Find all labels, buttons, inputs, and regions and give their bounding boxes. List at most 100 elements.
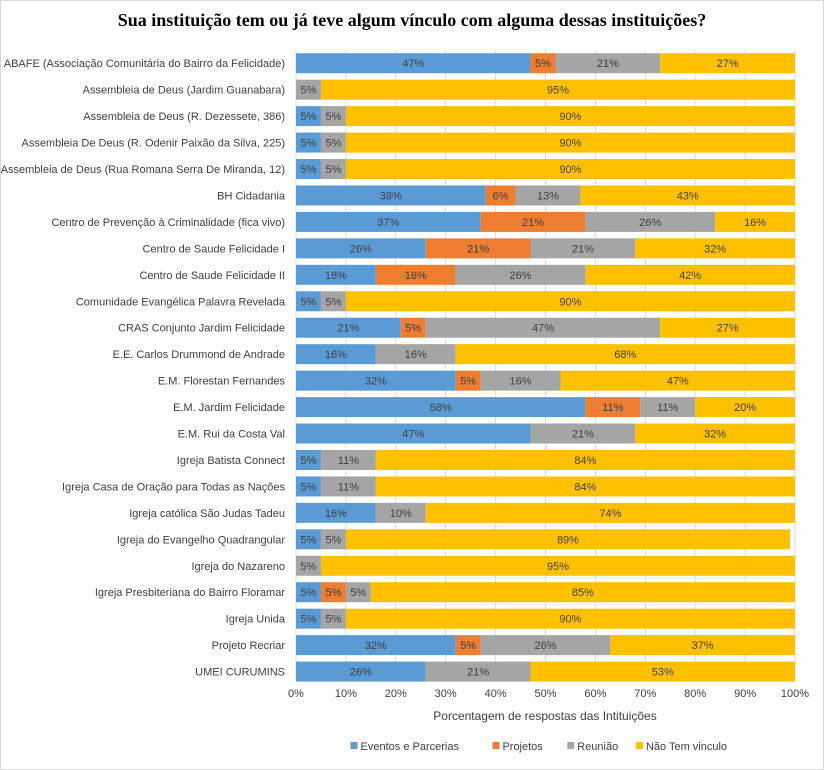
data-label: 47% (532, 323, 554, 335)
bar-segment (320, 608, 346, 629)
bar-segment (296, 291, 321, 312)
data-label: 26% (534, 640, 556, 652)
data-label: 16% (325, 508, 347, 520)
data-label: 47% (402, 58, 424, 70)
bar-segment (635, 423, 795, 444)
category-label: E.M. Jardim Felicidade (173, 402, 285, 414)
bar-segment (296, 476, 321, 497)
data-label: 5% (301, 561, 317, 573)
bar-segment (515, 185, 581, 206)
bar-segment (296, 635, 456, 656)
data-label: 5% (325, 534, 341, 546)
data-label: 32% (365, 376, 387, 388)
bar-segment (296, 211, 481, 232)
category-label: E.E. Carlos Drummond de Andrade (113, 349, 285, 361)
data-label: 90% (559, 296, 581, 308)
bar-segment (345, 291, 795, 312)
legend-swatch (492, 742, 500, 749)
bar-segment (296, 344, 376, 365)
bar-segment (480, 370, 561, 391)
bar-segment (296, 582, 321, 603)
legend-swatch (635, 742, 643, 749)
category-label: Comunidade Evangélica Palavra Revelada (76, 296, 286, 308)
bar-segment (296, 370, 456, 391)
data-label: 89% (557, 534, 579, 546)
data-label: 37% (692, 640, 714, 652)
category-label: Centro de Saude Felicidade I (143, 243, 285, 255)
data-label: 58% (430, 402, 452, 414)
x-tick-label: 100% (781, 688, 809, 700)
data-label: 68% (614, 349, 636, 361)
data-label: 6% (493, 190, 509, 202)
data-label: 32% (365, 640, 387, 652)
bar-segment (320, 582, 346, 603)
x-tick-label: 40% (485, 688, 507, 700)
data-label: 53% (652, 667, 674, 679)
category-label: Assembleia de Deus (R. Dezessete, 386) (83, 111, 285, 123)
bar-segment (425, 317, 661, 338)
data-label: 16% (325, 349, 347, 361)
bar-segment (455, 635, 481, 656)
category-label: Assembleia de Deus (Rua Romana Serra De … (1, 164, 285, 176)
x-tick-label: 60% (584, 688, 606, 700)
bar-segment (296, 106, 321, 127)
data-label: 5% (325, 614, 341, 626)
legend-label: Reunião (577, 741, 618, 753)
bar-segment (560, 370, 795, 391)
bar-segment (296, 397, 586, 418)
data-label: 5% (460, 640, 476, 652)
category-label: Igreja Batista Connect (177, 455, 285, 467)
category-label: Igreja Unida (226, 614, 286, 626)
bar-segment (370, 582, 795, 603)
category-label: Projeto Recriar (212, 640, 286, 652)
bar-segment (320, 476, 376, 497)
bar-segment (375, 449, 795, 470)
bar-segment (296, 317, 401, 338)
bar-segment (375, 264, 456, 285)
category-label: Igreja do Evangelho Quadrangular (117, 534, 286, 546)
data-label: 5% (301, 138, 317, 150)
data-label: 27% (717, 58, 739, 70)
bar-segment (585, 397, 641, 418)
bar-segment (320, 449, 376, 470)
category-label: Igreja Casa de Oração para Todas as Naçõ… (62, 481, 285, 493)
bar-segment (296, 661, 426, 682)
bar-segment (715, 211, 795, 232)
data-label: 13% (537, 190, 559, 202)
bar-segment (320, 529, 346, 550)
bar-segment (296, 502, 376, 523)
bar-segment (296, 53, 531, 74)
x-tick-label: 30% (435, 688, 457, 700)
category-label: Igreja do Nazareno (191, 561, 285, 573)
data-label: 21% (597, 58, 619, 70)
category-label: UMEI CURUMINS (195, 667, 285, 679)
data-label: 5% (301, 296, 317, 308)
bar-segment (320, 555, 795, 576)
data-label: 85% (572, 587, 594, 599)
data-label: 26% (350, 243, 372, 255)
bar-segment (530, 238, 636, 259)
data-label: 90% (559, 164, 581, 176)
data-label: 26% (639, 217, 661, 229)
data-label: 21% (572, 243, 594, 255)
bar-segment (580, 185, 795, 206)
bar-segment (640, 397, 696, 418)
bar-segment (530, 53, 556, 74)
bar-segment (345, 159, 795, 180)
bar-segment (425, 238, 531, 259)
bar-segment (375, 476, 795, 497)
bar-segment (695, 397, 795, 418)
bar-segment (400, 317, 426, 338)
bar-segment (345, 582, 371, 603)
bar-segment (320, 132, 346, 153)
x-tick-label: 10% (335, 688, 357, 700)
data-label: 21% (467, 667, 489, 679)
category-label: BH Cidadania (217, 190, 286, 202)
data-label: 16% (405, 349, 427, 361)
x-tick-label: 0% (288, 688, 304, 700)
data-label: 5% (301, 587, 317, 599)
bars: 47% 5% 21% 27% 5% 95% 5% 5% 90% 5% 5% 90% 5% 5% 90% 38%… (296, 53, 795, 682)
data-label: 5% (460, 376, 476, 388)
category-labels: ABAFE (Associação Comunitária do Bairro … (1, 58, 286, 678)
bar-segment (585, 264, 795, 285)
